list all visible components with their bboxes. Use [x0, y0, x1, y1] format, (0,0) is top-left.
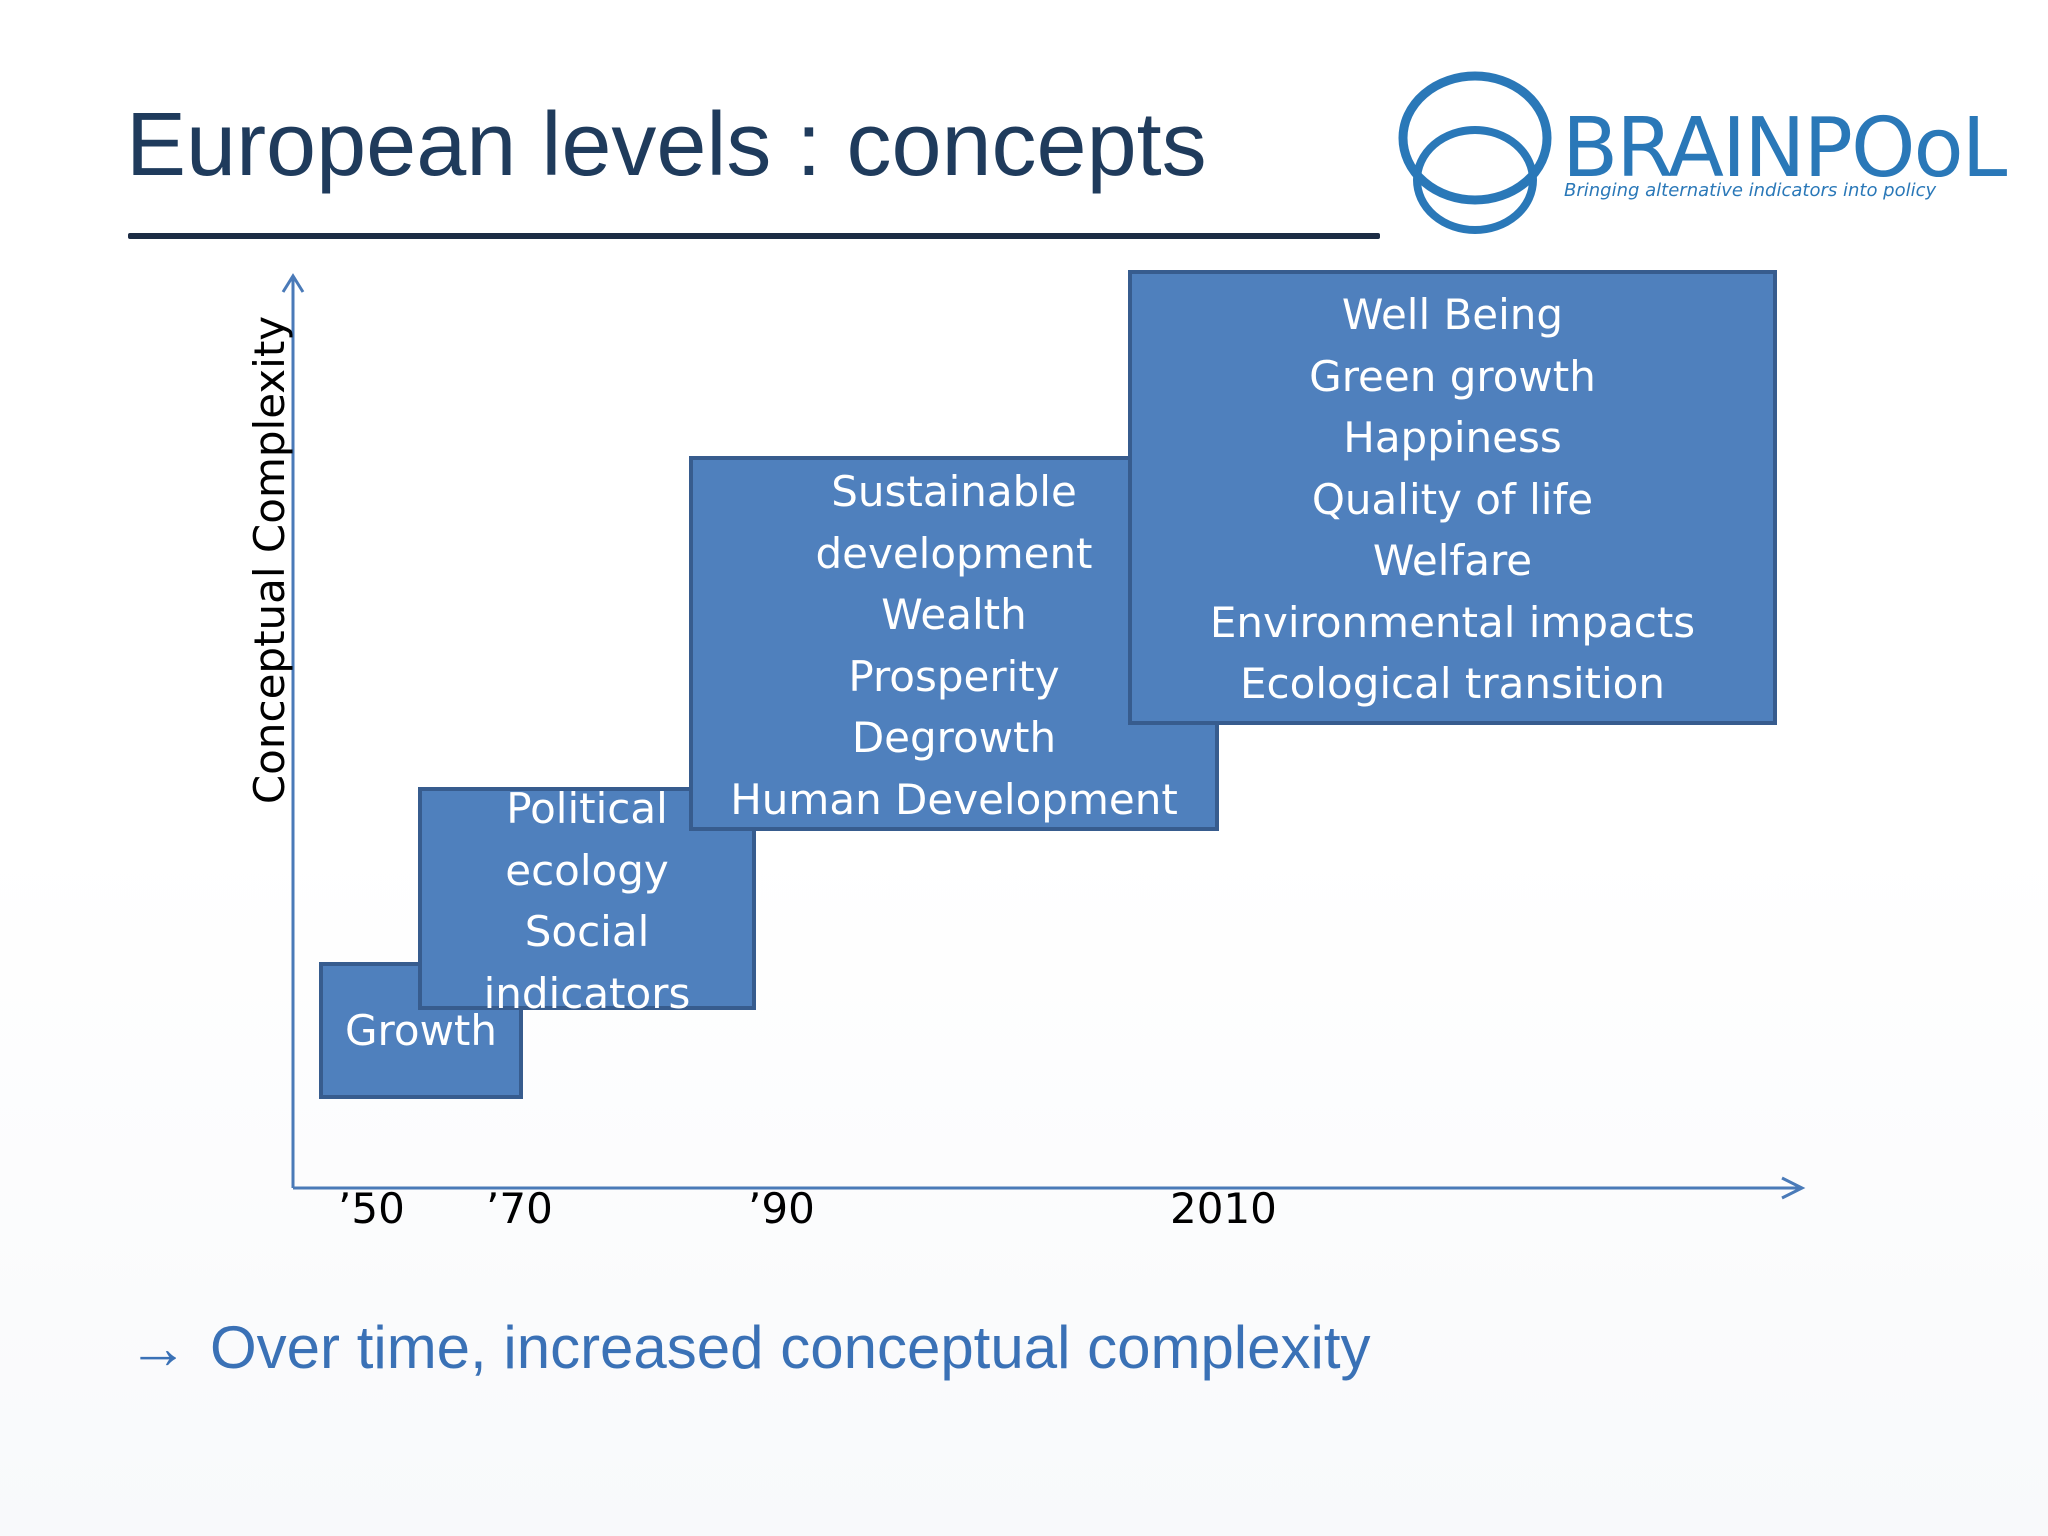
box-line: Quality of life	[1311, 474, 1594, 524]
box-line: Welfare	[1372, 536, 1533, 585]
x-tick-label-50: ’50	[338, 1184, 405, 1233]
logo-rings-icon	[1398, 71, 1552, 234]
right-arrow-icon: →	[128, 1314, 188, 1381]
box-line: Growth	[344, 1006, 498, 1055]
well-being-box-text: Well Being Green growth Happiness Qualit…	[1128, 284, 1777, 715]
x-tick-label-70: ’70	[486, 1184, 553, 1233]
box-line: Happiness	[1343, 413, 1562, 462]
logo-tagline: Bringing alternative indicators into pol…	[1564, 180, 1937, 201]
political-ecology-box-text: Political ecology Social indicators	[418, 778, 756, 1024]
box-line: ecology	[505, 845, 669, 895]
box-line: Green growth	[1309, 351, 1596, 401]
box-line: Social	[524, 907, 650, 956]
box-line: Sustainable	[831, 467, 1077, 516]
box-line: indicators	[483, 968, 691, 1018]
brainpool-logo: BRAINPOoL Bringing alternative indicator…	[1390, 60, 2007, 250]
x-tick-label-90: ’90	[748, 1184, 815, 1233]
box-line: Ecological transition	[1240, 659, 1665, 708]
box-line: Wealth	[881, 590, 1027, 639]
box-line: development	[815, 528, 1093, 578]
well-being-box	[1128, 270, 1777, 725]
page-title: European levels : concepts	[126, 95, 1207, 195]
logo-wordmark: BRAINPOoL	[1562, 101, 2007, 196]
box-line: Political	[506, 784, 668, 833]
y-axis-label: Conceptual Complexity	[245, 315, 294, 805]
box-line: Prosperity	[848, 651, 1060, 701]
box-line: Environmental impacts	[1209, 597, 1696, 647]
growth-box-text: Growth	[319, 1000, 523, 1062]
box-line: Human Development	[730, 774, 1178, 824]
x-axis-arrowhead-icon	[1781, 1176, 1806, 1200]
x-tick-label-2010: 2010	[1170, 1184, 1277, 1233]
title-underline	[128, 233, 1380, 239]
conclusion-text: Over time, increased conceptual complexi…	[210, 1314, 1371, 1381]
sustainable-development-box-text: Sustainable development Wealth Prosperit…	[689, 461, 1219, 830]
y-axis-arrowhead-icon	[281, 273, 305, 293]
box-line: Well Being	[1341, 290, 1564, 339]
conclusion-statement: → Over time, increased conceptual complex…	[128, 1318, 1371, 1378]
box-line: Degrowth	[851, 713, 1057, 762]
